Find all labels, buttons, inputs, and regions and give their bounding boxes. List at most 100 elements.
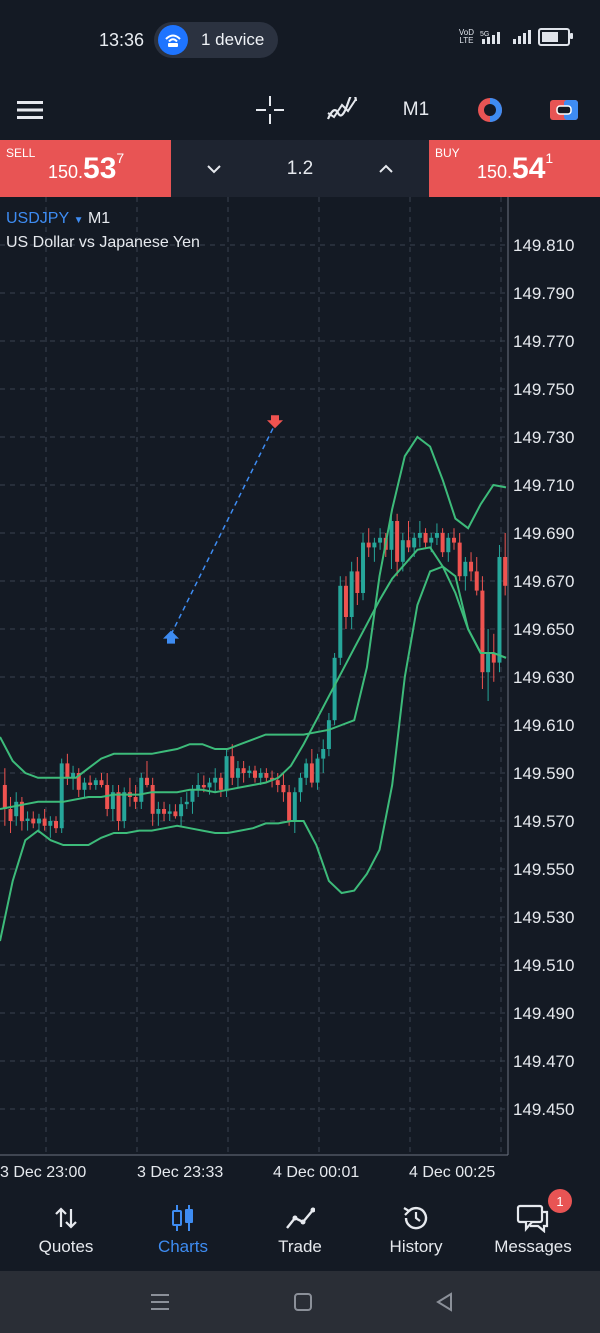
menu-icon: [17, 101, 43, 119]
crosshair-button[interactable]: [250, 80, 290, 140]
chevron-down-icon: [207, 164, 221, 173]
candle-body: [503, 557, 508, 586]
nav-trade-label: Trade: [278, 1237, 322, 1256]
chart-timeframe: M1: [87, 210, 111, 227]
system-navigation-bar: [0, 1271, 600, 1333]
candle-body: [253, 770, 257, 778]
candle-body: [412, 537, 417, 548]
battery-icon: [538, 28, 573, 46]
candle-body: [423, 533, 428, 543]
buy-price: 150.541: [477, 150, 554, 185]
device-label: 1 device: [201, 30, 265, 49]
y-tick-label: 149.590: [513, 764, 574, 783]
nav-charts[interactable]: Charts: [123, 1187, 243, 1271]
y-tick-label: 149.690: [513, 524, 574, 543]
timeframe-label: M1: [402, 99, 430, 120]
candle-body: [184, 801, 189, 805]
candle-body: [116, 792, 121, 821]
recents-button[interactable]: [145, 1287, 175, 1317]
y-tick-label: 149.470: [513, 1052, 574, 1071]
signal-icon: 5G: [480, 31, 500, 44]
candle-body: [207, 782, 212, 788]
chart-area[interactable]: 149.810 149.790 149.770 149.750 149.730 149.7…: [0, 197, 600, 1187]
candle-body: [48, 821, 53, 826]
y-tick-label: 149.610: [513, 716, 574, 735]
timeframe-button[interactable]: M1: [396, 80, 436, 140]
y-tick-label: 149.810: [513, 236, 574, 255]
candle-body: [491, 653, 496, 663]
candle-body: [167, 811, 172, 814]
home-button[interactable]: [288, 1287, 318, 1317]
candle-body: [65, 763, 70, 778]
one-click-trading-button[interactable]: [544, 80, 584, 140]
candle-body: [315, 758, 320, 783]
bottom-navigation: Quotes Charts Trade: [0, 1187, 600, 1271]
candle-body: [270, 777, 275, 781]
buy-marker-icon: [163, 630, 179, 644]
nav-charts-label: Charts: [157, 1237, 209, 1256]
buy-button[interactable]: BUY 150.541: [429, 140, 600, 197]
messages-icon: 1: [516, 1189, 572, 1233]
sell-price: 150.537: [48, 150, 125, 185]
sell-button[interactable]: SELL 150.537: [0, 140, 171, 197]
candle-body: [389, 521, 394, 550]
candle-body: [406, 540, 411, 548]
candle-body: [434, 533, 439, 538]
trade-toggle-icon: [550, 100, 578, 120]
lot-increase-button[interactable]: [371, 140, 401, 197]
price-chart[interactable]: 149.810 149.790 149.770 149.750 149.730 149.7…: [0, 197, 600, 1187]
device-pill[interactable]: 1 device: [154, 22, 278, 58]
bollinger-middle-line: [0, 546, 507, 810]
candle-body: [332, 657, 337, 721]
candle-body: [349, 571, 354, 617]
candle-body: [258, 773, 263, 778]
nav-history[interactable]: History: [356, 1187, 476, 1271]
candle-body: [14, 801, 19, 817]
chart-color-button[interactable]: [470, 80, 510, 140]
candle-body: [378, 537, 383, 543]
lot-size-control: 1.2: [171, 140, 429, 197]
sell-marker-icon: [267, 415, 283, 429]
candle-body: [469, 561, 474, 572]
candle-body: [474, 571, 479, 591]
candle-body: [179, 804, 184, 817]
system-indicators: VoD LTE 5G: [459, 28, 573, 46]
indicators-icon: [326, 97, 358, 120]
nav-quotes[interactable]: Quotes: [6, 1187, 126, 1271]
back-button[interactable]: [430, 1287, 460, 1317]
recents-icon: [151, 1294, 169, 1310]
y-tick-label: 149.630: [513, 668, 574, 687]
candle-body: [298, 777, 303, 793]
nav-messages[interactable]: 1 Messages: [473, 1187, 593, 1271]
candle-body: [162, 809, 167, 814]
candle-body: [2, 785, 7, 809]
svg-text:5G: 5G: [480, 31, 489, 38]
y-tick-label: 149.710: [513, 476, 574, 495]
candle-body: [451, 537, 456, 543]
candle-body: [429, 537, 434, 543]
y-tick-label: 149.510: [513, 956, 574, 975]
candle-body: [42, 818, 47, 826]
x-tick-label: 3 Dec 23:00: [0, 1164, 86, 1181]
candle-body: [25, 818, 30, 821]
candle-body: [247, 770, 252, 773]
candle-body: [196, 785, 201, 790]
nav-trade[interactable]: Trade: [240, 1187, 360, 1271]
status-time: 13:36: [99, 30, 145, 50]
candle-body: [372, 542, 377, 548]
bollinger-upper-line: [0, 435, 507, 779]
symbol-dropdown-icon[interactable]: ▼: [73, 215, 84, 226]
menu-button[interactable]: [10, 80, 50, 140]
y-tick-label: 149.730: [513, 428, 574, 447]
candle-body: [173, 811, 178, 817]
y-tick-label: 149.790: [513, 284, 574, 303]
chevron-up-icon: [379, 164, 393, 173]
indicators-button[interactable]: [322, 80, 362, 140]
candle-body: [71, 773, 76, 778]
lot-decrease-button[interactable]: [199, 140, 229, 197]
candle-body: [343, 585, 348, 617]
lot-size-value[interactable]: 1.2: [286, 158, 314, 179]
symbol-name[interactable]: USDJPY: [6, 210, 70, 227]
candle-body: [139, 777, 144, 802]
y-tick-label: 149.750: [513, 380, 574, 399]
